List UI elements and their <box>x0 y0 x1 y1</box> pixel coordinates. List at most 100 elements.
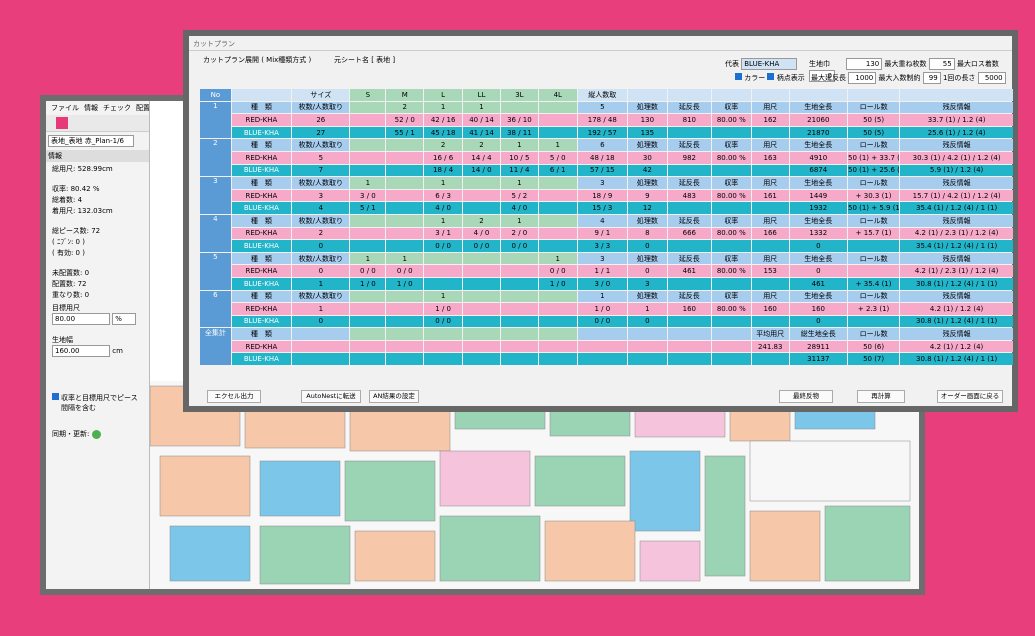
table-row: RED-KHA 26 52 / 0 42 / 16 40 / 14 36 / 10 178 … <box>200 114 1013 126</box>
width-label: 生地巾 <box>809 60 830 68</box>
table-cell: 延反長 <box>667 214 711 227</box>
table-cell <box>500 353 538 366</box>
table-cell: 35.4 (1) / 1.2 (4) / 1 (1) <box>900 240 1013 252</box>
info-line: 着用尺: 132.03cm <box>52 207 113 215</box>
table-cell: 種 類 <box>231 252 292 265</box>
table-cell: 1 <box>538 139 577 151</box>
button[interactable]: 再計算 <box>857 390 905 403</box>
table-cell <box>463 265 500 277</box>
header-cell <box>789 89 847 101</box>
table-cell: 50 (5) <box>847 114 900 126</box>
table-cell: 収率 <box>711 177 751 189</box>
width-value[interactable]: 130 <box>846 58 883 70</box>
maxply-value[interactable]: 55 <box>928 58 955 70</box>
table-cell <box>577 340 627 353</box>
table-cell: 36 / 10 <box>500 114 538 126</box>
table-cell <box>463 177 500 189</box>
table-cell: 16 / 6 <box>424 151 463 164</box>
color-check[interactable]: カラー <box>744 74 766 82</box>
mode: カットプラン展開 ( Mix種類方式 ) <box>203 56 312 64</box>
table-cell: RED-KHA <box>231 151 292 164</box>
mark-check[interactable]: 柄点表示 <box>776 74 805 82</box>
table-cell: 生地全長 <box>789 139 847 151</box>
table-cell: 延反長 <box>667 252 711 265</box>
header-cell: 4L <box>538 89 577 101</box>
header-cell: S <box>350 89 386 101</box>
table-cell <box>350 227 386 240</box>
header-cell: 3L <box>500 89 538 101</box>
table-cell <box>538 328 577 340</box>
table-cell: 10 / 5 <box>500 151 538 164</box>
menu-item[interactable]: 配置 <box>136 104 149 112</box>
table-cell: BLUE-KHA <box>231 315 292 328</box>
menu-item[interactable]: チェック <box>103 104 131 112</box>
table-cell: 21870 <box>789 126 847 139</box>
table-cell: 1932 <box>789 202 847 214</box>
width-unit: cm <box>112 347 123 355</box>
maxloss-value[interactable]: 0 <box>809 70 835 82</box>
table-cell <box>538 177 577 189</box>
button[interactable]: AN結果の設定 <box>369 390 419 403</box>
table-cell: 178 / 48 <box>577 114 627 126</box>
plan-select[interactable]: 表地_表地 赤_Plan-1/6 <box>48 135 134 147</box>
table-cell: BLUE-KHA <box>231 202 292 214</box>
maxlen-value[interactable]: 1000 <box>848 72 877 84</box>
table-cell: 30.8 (1) / 1.2 (4) / 1 (1) <box>900 277 1013 290</box>
table-cell <box>500 265 538 277</box>
table-cell <box>292 328 350 340</box>
table-row: BLUE-KHA 4 5 / 1 4 / 0 4 / 0 15 / 3 12 1932 50 (… <box>200 202 1013 214</box>
target-unit[interactable]: % <box>112 313 137 325</box>
table-cell: BLUE-KHA <box>231 164 292 177</box>
table-cell <box>463 189 500 202</box>
menu-item[interactable]: ファイル <box>51 104 79 112</box>
table-cell: 残反情報 <box>900 177 1013 189</box>
checkbox-label[interactable]: 収率と目標用尺でピース間隔を含む <box>61 394 138 412</box>
table-cell <box>751 164 789 177</box>
table-cell: 種 類 <box>231 139 292 151</box>
width-input[interactable]: 160.00 <box>52 345 110 357</box>
table-cell: 0 <box>627 315 667 328</box>
table-cell: 160 <box>667 303 711 315</box>
table-cell: 残反情報 <box>900 290 1013 303</box>
table-cell: 162 <box>751 114 789 126</box>
table-cell: BLUE-KHA <box>231 353 292 366</box>
table-cell <box>667 164 711 177</box>
button[interactable]: AutoNestに転送 <box>301 390 361 403</box>
header-cell <box>751 89 789 101</box>
header-cell <box>231 89 292 101</box>
once-value[interactable]: 5000 <box>977 72 1006 84</box>
table-cell: 処理数 <box>627 290 667 303</box>
table-cell: 5 / 0 <box>538 151 577 164</box>
table-cell <box>350 101 386 114</box>
table-cell: 2 / 0 <box>500 227 538 240</box>
table-cell <box>667 126 711 139</box>
table-cell <box>424 353 463 366</box>
button[interactable]: オーダー画面に戻る <box>937 390 1003 403</box>
table-cell: 5 <box>577 101 627 114</box>
table-cell: RED-KHA <box>231 189 292 202</box>
table-cell: + 35.4 (1) <box>847 277 900 290</box>
table-cell: 9 / 1 <box>577 227 627 240</box>
table-cell: 160 <box>789 303 847 315</box>
button[interactable]: 最終反物 <box>779 390 833 403</box>
rep-value[interactable]: BLUE-KHA <box>741 58 798 70</box>
table-cell <box>538 353 577 366</box>
table-cell: 4910 <box>789 151 847 164</box>
table-cell: 50 (1) + 33.7 (1) <box>847 151 900 164</box>
menu-item[interactable]: 情報 <box>84 104 98 112</box>
group-no: 2 <box>200 139 231 177</box>
table-cell: 4.2 (1) / 1.2 (4) <box>900 303 1013 315</box>
header-cell <box>627 89 667 101</box>
target-input[interactable]: 80.00 <box>52 313 110 325</box>
table-cell: 130 <box>627 114 667 126</box>
table-cell <box>667 353 711 366</box>
table-cell <box>386 214 424 227</box>
button[interactable]: エクセル出力 <box>207 390 261 403</box>
table-cell: 80.00 % <box>711 114 751 126</box>
maxin-value[interactable]: 99 <box>922 72 941 84</box>
table-cell: 生地全長 <box>789 177 847 189</box>
